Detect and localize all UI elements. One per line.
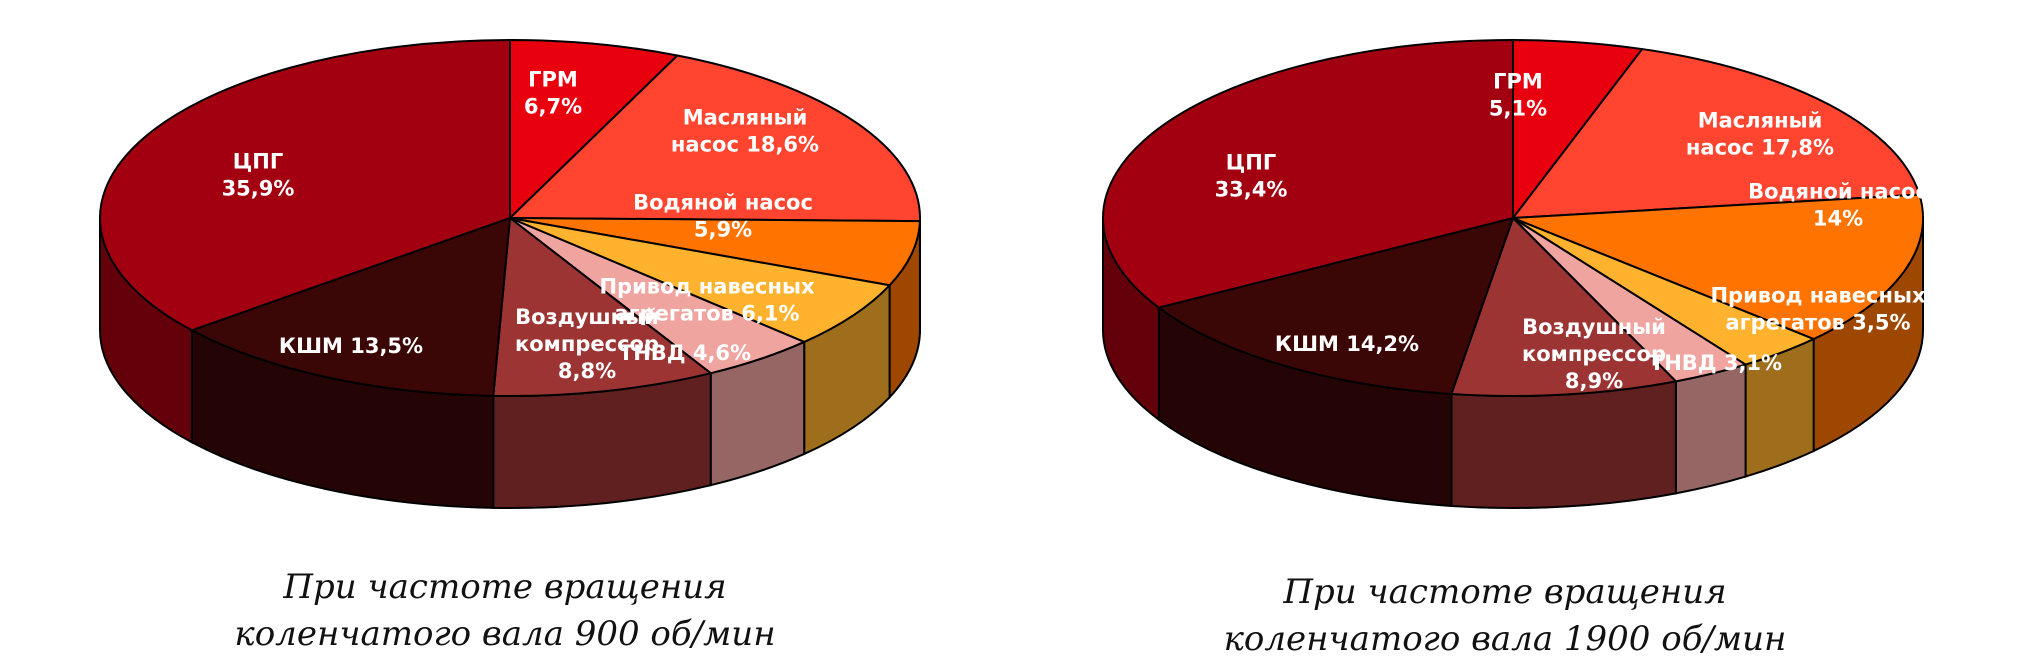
pie-side-walls xyxy=(1102,217,1924,509)
pie-slice-accessory-drive xyxy=(509,217,891,343)
data-label-line: КШМ 13,5% xyxy=(279,334,423,358)
data-label-line: компрессор xyxy=(1522,342,1666,366)
data-label-grm: ГРМ 5,1% xyxy=(1489,70,1547,121)
data-label-line: ЦПГ xyxy=(1226,151,1276,175)
data-label-line: Воздушный xyxy=(1522,315,1666,339)
pie-slice-grm xyxy=(509,39,679,219)
data-label-oil-pump: Масляный насос 18,6% xyxy=(671,106,819,157)
chart-caption-line: коленчатого вала 1900 об/мин xyxy=(1224,619,1787,659)
data-label-line: компрессор xyxy=(515,332,659,356)
data-label-line: 6,7% xyxy=(524,95,582,119)
data-label-line: Привод навесных xyxy=(1710,284,1925,308)
data-label-ksm: КШМ 14,2% xyxy=(1275,332,1419,356)
data-label-line: 5,1% xyxy=(1489,97,1547,121)
chart-caption-line: При частоте вращения xyxy=(282,567,726,607)
data-label-line: ГРМ xyxy=(528,68,578,92)
data-label-line: агрегатов 3,5% xyxy=(1725,311,1910,335)
data-label-tnvd: ТНВД 3,1% xyxy=(1650,351,1782,375)
data-label-water-pump: Водяной насос 14% xyxy=(1748,180,1928,231)
data-label-line: ТНВД 4,6% xyxy=(619,341,751,365)
data-label-accessory-drive: Привод навесных агрегатов 3,5% xyxy=(1710,284,1925,335)
pie-slice-ksm xyxy=(1157,217,1514,395)
data-label-line: насос 17,8% xyxy=(1686,136,1834,160)
data-label-line: Воздушный xyxy=(515,305,659,329)
data-label-line: агрегатов 6,1% xyxy=(614,302,799,326)
pie-slice-water-pump xyxy=(1512,193,1924,341)
data-label-line: Масляный xyxy=(1698,109,1823,133)
pie-chart-900rpm: ГРМ 6,7% Масляный насос 18,6% Водяной насос 5… xyxy=(99,39,922,654)
pie-side-tnvd xyxy=(1674,363,1747,495)
data-label-cpg: ЦПГ 35,9% xyxy=(222,150,295,201)
pie-chart-1900rpm: ГРМ 5,1% Масляный насос 17,8% Водяной насос 1… xyxy=(1102,39,1928,659)
data-label-cpg: ЦПГ 33,4% xyxy=(1215,151,1288,202)
data-label-line: Привод навесных xyxy=(599,275,814,299)
data-label-line: 8,9% xyxy=(1565,369,1623,393)
data-label-line: 33,4% xyxy=(1215,178,1288,202)
data-label-line: ЦПГ xyxy=(233,150,283,174)
data-label-line: насос 18,6% xyxy=(671,133,819,157)
data-label-line: Водяной насос xyxy=(633,191,813,215)
data-label-water-pump: Водяной насос 5,9% xyxy=(633,191,813,242)
data-label-line: Масляный xyxy=(683,106,808,130)
data-label-line: ГРМ xyxy=(1493,70,1543,94)
data-label-air-compressor: Воздушный компрессор 8,9% xyxy=(1522,315,1666,393)
pie-slice-air-compressor xyxy=(1450,217,1677,397)
data-label-line: ТНВД 3,1% xyxy=(1650,351,1782,375)
data-label-line: КШМ 14,2% xyxy=(1275,332,1419,356)
chart-caption-line: коленчатого вала 900 об/мин xyxy=(234,614,775,654)
data-label-air-compressor: Воздушный компрессор 8,8% xyxy=(515,305,659,383)
data-label-oil-pump: Масляный насос 17,8% xyxy=(1686,109,1834,160)
data-label-grm: ГРМ 6,7% xyxy=(524,68,582,119)
pie-slice-cpg xyxy=(99,39,511,332)
pie-slice-oil-pump xyxy=(509,54,921,223)
data-label-ksm: КШМ 13,5% xyxy=(279,334,423,358)
pie-slice-oil-pump xyxy=(1512,48,1921,219)
data-label-accessory-drive: Привод навесных агрегатов 6,1% xyxy=(599,275,814,326)
data-label-tnvd: ТНВД 4,6% xyxy=(619,341,751,365)
pie-side-air-compressor xyxy=(1450,380,1677,509)
data-label-line: 8,8% xyxy=(558,359,616,383)
data-label-line: 35,9% xyxy=(222,177,295,201)
pie-slice-ksm xyxy=(190,217,511,397)
pie-slice-air-compressor xyxy=(492,217,712,397)
pie-side-walls xyxy=(99,217,922,509)
pie-slice-water-pump xyxy=(509,217,921,287)
data-label-line: 14% xyxy=(1813,207,1863,231)
pie-slice-cpg xyxy=(1102,39,1514,309)
data-label-line: 5,9% xyxy=(694,218,752,242)
data-label-line: Водяной насос xyxy=(1748,180,1928,204)
chart-caption-line: При частоте вращения xyxy=(1282,572,1726,612)
